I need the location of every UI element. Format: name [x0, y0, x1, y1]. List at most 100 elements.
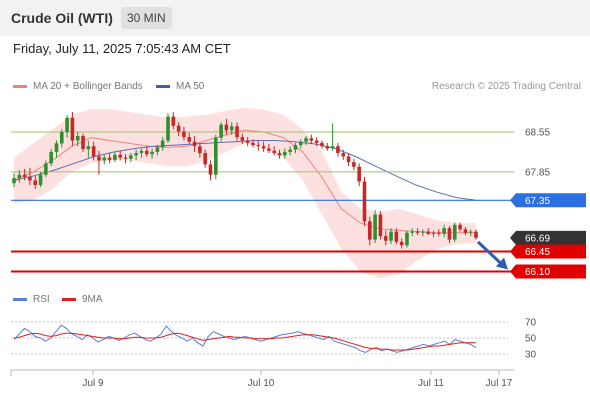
interval-button[interactable]: 30 MIN: [121, 7, 172, 29]
copyright: Research © 2025 Trading Central: [431, 81, 581, 92]
level-label-support: 66.10: [525, 267, 550, 278]
candle-body: [410, 231, 415, 233]
level-label-bg-last: [510, 230, 586, 245]
level-label-pivot: 67.35: [525, 196, 550, 207]
candle-body: [224, 124, 229, 131]
candle-body: [293, 145, 298, 150]
candle-body: [468, 231, 473, 233]
candle-body: [389, 231, 393, 241]
candle-body: [309, 138, 314, 141]
candle-body: [49, 151, 53, 164]
candle-body: [86, 146, 91, 150]
candle-body: [452, 224, 457, 240]
forecast-arrow-shaft: [476, 240, 505, 267]
candle-body: [75, 135, 80, 141]
candle-body: [474, 231, 478, 238]
candle-body: [373, 214, 377, 240]
candle-body: [102, 157, 107, 161]
candle-body: [245, 140, 250, 143]
candle-body: [129, 155, 133, 159]
candle-body: [283, 151, 287, 156]
candle-body: [33, 180, 38, 185]
candle-body: [463, 229, 468, 233]
candle-body: [336, 146, 340, 154]
level-label-resistance: 67.85: [525, 167, 550, 178]
candle-body: [182, 131, 186, 138]
candle-body: [320, 142, 324, 147]
candle-body: [298, 141, 303, 146]
time-axis-label: Jul 11: [418, 378, 444, 389]
candle-body: [367, 221, 372, 240]
candle-body: [251, 142, 255, 146]
candle-body: [59, 132, 64, 144]
rsi-tick-label: 50: [525, 334, 537, 345]
bollinger-band: [14, 107, 476, 279]
candle-body: [330, 146, 335, 149]
candle-body: [203, 153, 207, 165]
candle-body: [176, 125, 181, 132]
candle-body: [171, 116, 176, 126]
rsi-layer: 70 50 30: [11, 318, 537, 361]
candle-body: [17, 174, 22, 179]
candle-body: [447, 228, 452, 240]
legend-ma50: MA 50: [156, 81, 204, 92]
candle-body: [383, 236, 388, 241]
candle-body: [192, 141, 197, 147]
rsi-series-9ma: [13, 332, 476, 351]
9ma-swatch: [62, 298, 76, 301]
rsi-label: RSI: [33, 294, 50, 305]
rsi-series-rsi: [13, 324, 477, 353]
candle-body: [213, 137, 218, 175]
candle-body: [341, 153, 346, 157]
level-label-support: 66.45: [525, 247, 550, 258]
price-layer: 68.55 67.85 67.35 66.69 66.45 66.10: [11, 107, 586, 279]
candle-body: [91, 146, 96, 157]
legend-rsi: RSI: [13, 294, 50, 305]
ma50-line: [13, 140, 477, 201]
candle-body: [426, 231, 431, 234]
candle-body: [431, 232, 436, 234]
candle-body: [144, 150, 149, 155]
candle-body: [235, 126, 239, 138]
candle-body: [123, 157, 128, 159]
axis-layer: Jul 9 Jul 10 Jul 11 Jul 17: [10, 369, 514, 389]
candle-body: [97, 156, 101, 161]
candle-body: [208, 164, 213, 175]
candle-body: [394, 231, 399, 242]
candle-body: [256, 145, 261, 147]
candle-body: [70, 117, 75, 141]
candle-body: [134, 153, 138, 156]
candle-body: [405, 232, 409, 246]
candle-body: [437, 232, 441, 234]
rsi-tick-label: 30: [525, 350, 537, 361]
candle-body: [28, 176, 32, 181]
candle-body: [12, 178, 16, 184]
candle-body: [277, 153, 282, 156]
candle-body: [415, 231, 420, 233]
candle-body: [304, 138, 308, 142]
candle-body: [118, 154, 123, 158]
time-axis-label: Jul 10: [248, 378, 275, 389]
candle-body: [240, 137, 245, 141]
candle-body: [458, 224, 462, 230]
candle-body: [81, 135, 85, 150]
legend-9ma: 9MA: [62, 294, 103, 305]
candle-body: [229, 126, 234, 131]
candle-body: [150, 151, 154, 155]
timestamp: Friday, July 11, 2025 7:05:43 AM CET: [13, 41, 231, 56]
time-axis-label: Jul 9: [82, 378, 104, 389]
candle-body: [261, 146, 266, 149]
header-bar: Crude Oil (WTI) 30 MIN: [0, 0, 590, 36]
ma20-label: MA 20 + Bollinger Bands: [33, 81, 143, 92]
instrument-title: Crude Oil (WTI): [11, 10, 113, 26]
candle-body: [325, 146, 330, 149]
candle-body: [187, 137, 192, 142]
level-label-last: 66.69: [525, 233, 550, 244]
forecast-arrow-head: [496, 257, 508, 270]
candle-body: [166, 116, 170, 141]
candle-body: [107, 157, 112, 160]
candle-body: [378, 214, 383, 237]
candle-body: [267, 148, 271, 151]
time-axis-label: Jul 17: [486, 378, 513, 389]
